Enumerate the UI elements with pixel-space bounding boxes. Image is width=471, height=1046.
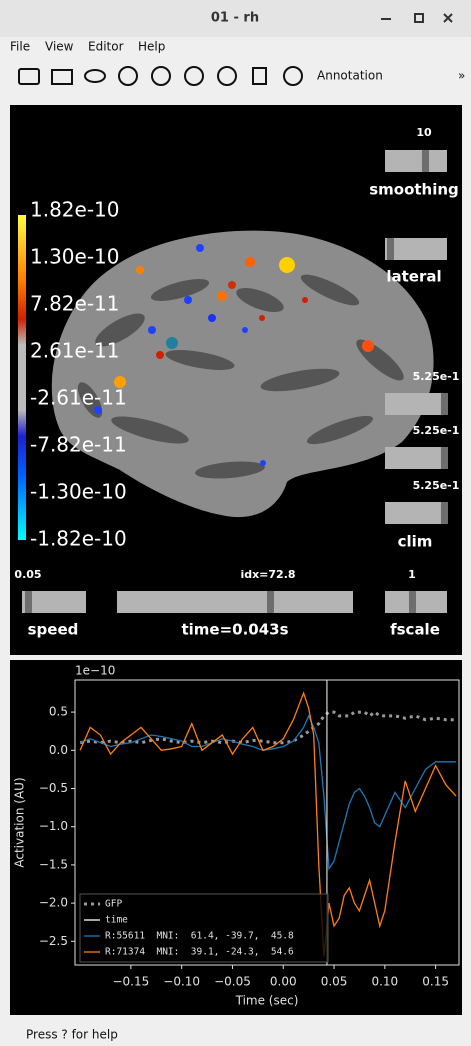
slider-label: lateral (386, 268, 441, 286)
menu-item[interactable]: Editor (88, 40, 124, 54)
y-tick-label: 0.5 (49, 705, 68, 719)
series-line (79, 691, 457, 957)
slider-handle[interactable] (267, 591, 274, 613)
slider-track[interactable] (385, 447, 447, 469)
menu-item[interactable]: View (45, 40, 74, 54)
y-axis-label: Activation (AU) (13, 777, 27, 867)
menu-bar (0, 37, 471, 57)
slider-value: 10 (416, 126, 432, 139)
window-title: 01 - rh (211, 11, 259, 26)
slider-track[interactable] (117, 591, 353, 613)
slider-handle[interactable] (422, 150, 429, 172)
close-button[interactable] (443, 13, 453, 23)
legend-label: R:71374 MNI: 39.1, -24.3, 54.6 (105, 947, 294, 958)
sliders: 10 smoothing lateral 5.25e-1 5.25e-1 5.25e-1 c… (14, 126, 459, 639)
camera-button[interactable] (184, 66, 204, 86)
slider-handle[interactable] (441, 393, 448, 415)
slider-value: 5.25e-1 (413, 370, 460, 383)
slider-track[interactable] (385, 150, 447, 172)
legend: GFP time R:55611 MNI: 61.4, -39.7, 45.8 R:7… (79, 893, 329, 963)
slider-track[interactable] (385, 393, 447, 415)
plot-lines (79, 680, 457, 965)
colorbar-label: -7.82e-11 (30, 433, 127, 457)
slider-label: smoothing (369, 181, 459, 199)
status-text: Press ? for help (26, 1028, 118, 1042)
x-tick-label: −0.15 (112, 975, 149, 989)
colorbar-label: -1.82e-10 (30, 527, 127, 551)
movie-button[interactable] (51, 69, 73, 85)
series-line (79, 714, 456, 871)
menu-item[interactable]: Help (138, 40, 165, 54)
y-tick-label: −1.5 (39, 857, 68, 871)
visibility-button[interactable] (84, 69, 106, 83)
y-tick-label: −1.0 (39, 819, 68, 833)
slider-label: speed (28, 621, 79, 639)
toolbar-overflow[interactable]: » (458, 69, 465, 83)
slider-value: idx=72.8 (240, 568, 295, 581)
slider-track[interactable] (385, 502, 447, 524)
series-line (79, 710, 456, 745)
legend-label: time (105, 915, 128, 926)
slider-value: 1 (408, 568, 416, 581)
plot: −0.15 −0.10 −0.05 0.00 0.05 0.10 0.15 0.5 0.0 −0.… (13, 664, 460, 1008)
brain (51, 230, 434, 518)
slider-value: 5.25e-1 (413, 424, 460, 437)
x-tick-label: −0.10 (163, 975, 200, 989)
reset-button[interactable] (151, 66, 171, 86)
colorbar-label: 1.30e-10 (30, 245, 120, 269)
slider-track[interactable] (22, 591, 86, 613)
x-axis-label: Time (sec) (235, 994, 299, 1008)
slider-value: 0.05 (14, 568, 41, 581)
x-tick-label: 0.05 (321, 975, 348, 989)
slider-label: fscale (390, 621, 440, 639)
legend-label: GFP (105, 899, 122, 910)
y-tick-label: −0.5 (39, 781, 68, 795)
legend-box (79, 893, 329, 963)
slider-label: time=0.043s (181, 621, 288, 639)
slider-track[interactable] (385, 238, 447, 260)
y-tick-label: −2.5 (39, 934, 68, 948)
slider-handle[interactable] (441, 447, 448, 469)
axis-offset-label: 1e−10 (75, 664, 115, 678)
colorbar-label: 1.82e-10 (30, 198, 120, 222)
toolbar (18, 66, 303, 86)
y-tick-label: −2.0 (39, 896, 68, 910)
colorbar (18, 215, 26, 540)
x-tick-label: 0.00 (270, 975, 297, 989)
screenshot-button[interactable] (18, 68, 40, 85)
colorbar-label: 2.61e-11 (30, 339, 120, 363)
title-bar (0, 0, 471, 37)
toolbar-label: Annotation (317, 69, 383, 83)
x-tick-label: −0.05 (214, 975, 251, 989)
colorbar-label: -2.61e-11 (30, 386, 127, 410)
colorbar-labels: 1.82e-10 1.30e-10 7.82e-11 2.61e-11 -2.61e-1… (30, 198, 127, 551)
x-tick-label: 0.10 (371, 975, 398, 989)
restore-button[interactable] (217, 66, 237, 86)
maximize-button[interactable] (414, 13, 424, 23)
slider-handle[interactable] (25, 591, 32, 613)
y-tick-label: 0.0 (49, 743, 68, 757)
menu-item[interactable]: File (10, 40, 30, 54)
clear-button[interactable] (252, 67, 267, 85)
slider-label: clim (398, 533, 433, 551)
slider-handle[interactable] (409, 591, 416, 613)
colorbar-label: -1.30e-10 (30, 480, 127, 504)
legend-label: R:55611 MNI: 61.4, -39.7, 45.8 (105, 931, 294, 942)
play-button[interactable] (118, 66, 138, 86)
slider-handle[interactable] (441, 502, 448, 524)
plot-frame (74, 679, 460, 966)
menu: File View Editor Help (10, 40, 165, 54)
colorbar-label: 7.82e-11 (30, 292, 120, 316)
help-button[interactable] (283, 66, 303, 86)
slider-handle[interactable] (387, 238, 394, 260)
x-tick-label: 0.15 (422, 975, 449, 989)
slider-value: 5.25e-1 (413, 479, 460, 492)
